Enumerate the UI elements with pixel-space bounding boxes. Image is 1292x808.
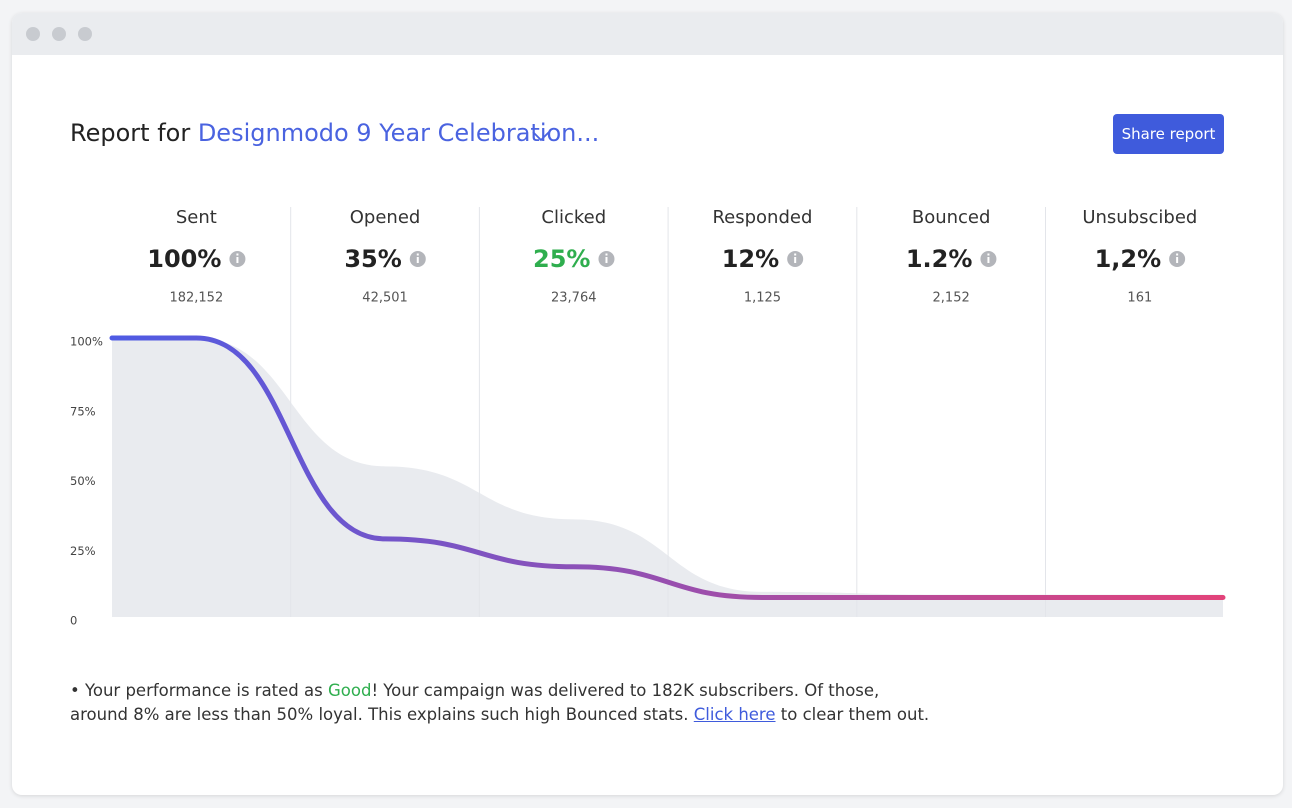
info-glyph (605, 253, 608, 256)
summary-text: to clear them out. (775, 705, 930, 724)
y-tick-label: 0 (70, 614, 77, 628)
clear-link[interactable]: Click here (693, 705, 776, 724)
chart: 100% 75% 50% 25% 0 Sent 100% 182,152 Opened 35% 42… (70, 207, 1226, 628)
report-window: 100% 75% 50% 25% 0 Sent 100% 182,152 Opened 35% 42… (12, 13, 1283, 795)
share-button[interactable]: Share report (1113, 114, 1224, 154)
stage-count: 42,501 (362, 291, 408, 306)
info-glyph (416, 253, 419, 256)
report-heading: Report for Designmodo 9 Year Celebration… (70, 119, 599, 147)
info-glyph (794, 257, 797, 263)
summary-text: around 8% are less than 50% loyal. This … (70, 705, 694, 724)
info-glyph (236, 253, 239, 256)
window-dot (26, 27, 40, 41)
info-glyph (236, 257, 239, 263)
stage-rate: 100% (147, 245, 221, 273)
stage-label: Sent (176, 207, 217, 228)
stage-count: 23,764 (551, 291, 597, 306)
info-glyph (987, 253, 990, 256)
stage-label: Responded (712, 207, 812, 228)
stage-count: 161 (1127, 291, 1152, 306)
heading-prefix: Report for (70, 119, 191, 147)
info-glyph (1176, 257, 1179, 263)
y-tick-label: 25% (70, 544, 96, 558)
stage-rate: 1.2% (906, 245, 973, 273)
area (112, 338, 1223, 617)
info-glyph (605, 257, 608, 263)
campaign-name[interactable]: Designmodo 9 Year Celebration... (197, 119, 600, 147)
y-tick-label: 50% (70, 474, 96, 488)
window-dot (78, 27, 92, 41)
summary: • Your performance is rated as Good! You… (70, 679, 929, 727)
y-tick-label: 100% (70, 335, 103, 349)
stage-rate: 25% (533, 245, 590, 273)
title-bar (12, 13, 1283, 55)
info-glyph (794, 253, 797, 256)
stage-rate: 35% (344, 245, 401, 273)
stage-count: 1,125 (744, 291, 781, 306)
stage-rate: 12% (722, 245, 779, 273)
stage-label: Opened (350, 207, 421, 228)
stage-rate: 1,2% (1095, 245, 1162, 273)
window-dot (52, 27, 66, 41)
summary-text: • Your performance is rated as (70, 681, 328, 700)
info-glyph (1176, 253, 1179, 256)
stage-label: Bounced (912, 207, 991, 228)
stage-count: 182,152 (169, 291, 223, 306)
stage-label: Clicked (541, 207, 606, 228)
stage-count: 2,152 (933, 291, 970, 306)
dropdown-chevron[interactable] (531, 129, 551, 143)
stage-label: Unsubscibed (1082, 207, 1197, 228)
y-tick-label: 75% (70, 404, 96, 418)
funnel-line (109, 335, 1226, 600)
info-glyph (416, 257, 419, 263)
summary-text: ! Your campaign was delivered to 182K su… (371, 681, 880, 700)
rating: Good (327, 681, 372, 700)
info-glyph (987, 257, 990, 263)
